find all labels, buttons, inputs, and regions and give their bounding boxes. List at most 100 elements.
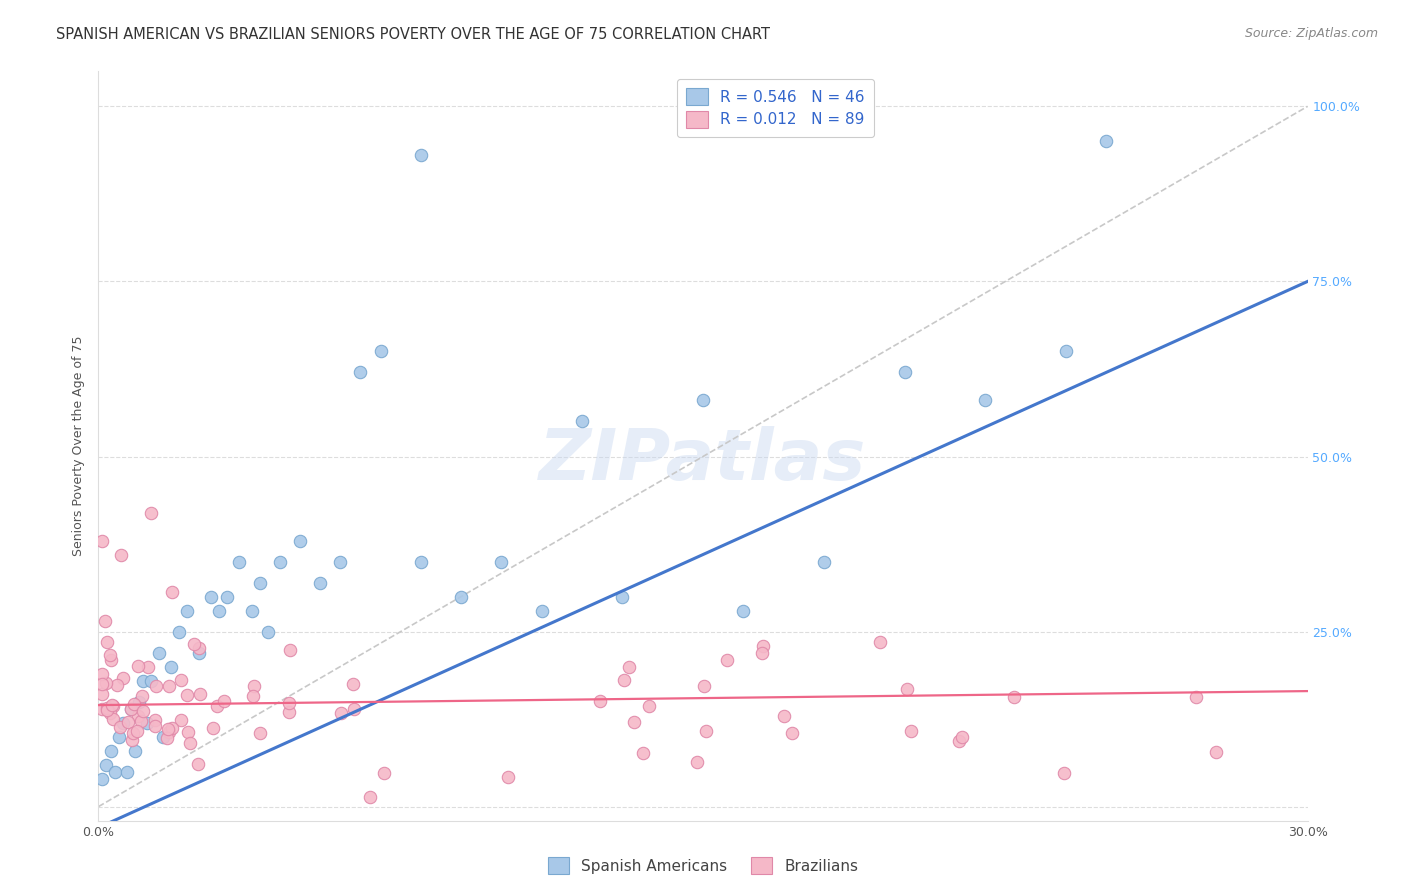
Point: [613, 673, 636, 687]
Point: [409, 555, 432, 569]
Point: [780, 726, 803, 740]
Point: [100, 743, 122, 757]
Point: [1185, 690, 1208, 705]
Point: [359, 789, 381, 804]
Point: [131, 704, 153, 718]
Point: [145, 679, 167, 693]
Point: [93, 614, 115, 628]
Point: [1205, 745, 1227, 759]
Point: [277, 696, 299, 710]
Point: [187, 757, 209, 772]
Point: [179, 736, 201, 750]
Point: [121, 733, 143, 747]
Point: [96, 635, 118, 649]
Point: [278, 642, 301, 657]
Point: [242, 689, 264, 703]
Point: [91, 667, 114, 681]
Point: [183, 637, 205, 651]
Point: [103, 712, 125, 726]
Point: [103, 764, 125, 779]
Point: [94, 675, 117, 690]
Point: [188, 687, 211, 701]
Point: [1002, 690, 1025, 704]
Text: Source: ZipAtlas.com: Source: ZipAtlas.com: [1244, 27, 1378, 40]
Point: [869, 635, 891, 649]
Point: [530, 603, 553, 617]
Point: [167, 624, 190, 639]
Point: [131, 690, 153, 704]
Point: [160, 659, 183, 673]
Point: [176, 603, 198, 617]
Point: [638, 698, 661, 713]
Y-axis label: Seniors Poverty Over the Age of 75: Seniors Poverty Over the Age of 75: [72, 335, 86, 557]
Point: [128, 695, 150, 709]
Point: [157, 679, 180, 693]
Point: [1054, 344, 1077, 359]
Point: [159, 725, 181, 739]
Point: [695, 724, 717, 739]
Point: [91, 772, 114, 786]
Point: [1052, 765, 1074, 780]
Point: [176, 688, 198, 702]
Legend: Spanish Americans, Brazilians: Spanish Americans, Brazilians: [541, 851, 865, 880]
Point: [256, 624, 278, 639]
Point: [111, 715, 134, 730]
Point: [177, 725, 200, 739]
Point: [91, 687, 114, 701]
Point: [950, 730, 973, 744]
Point: [685, 755, 707, 769]
Point: [617, 659, 640, 673]
Point: [212, 694, 235, 708]
Point: [813, 555, 835, 569]
Point: [170, 713, 193, 727]
Point: [974, 393, 997, 408]
Point: [96, 701, 118, 715]
Point: [188, 641, 211, 656]
Point: [91, 701, 114, 715]
Point: [373, 765, 395, 780]
Point: [751, 646, 773, 660]
Point: [349, 366, 371, 380]
Point: [571, 415, 593, 429]
Legend: R = 0.546   N = 46, R = 0.012   N = 89: R = 0.546 N = 46, R = 0.012 N = 89: [678, 79, 873, 136]
Point: [491, 555, 513, 569]
Point: [100, 653, 122, 667]
Point: [107, 730, 129, 744]
Point: [309, 575, 332, 590]
Point: [127, 659, 149, 673]
Text: ZIPatlas: ZIPatlas: [540, 426, 866, 495]
Point: [131, 714, 153, 728]
Point: [122, 697, 145, 711]
Point: [716, 653, 738, 667]
Point: [132, 673, 155, 688]
Point: [139, 673, 162, 688]
Point: [100, 698, 122, 713]
Point: [733, 603, 755, 617]
Point: [228, 555, 250, 569]
Point: [200, 590, 222, 604]
Point: [612, 590, 634, 604]
Point: [329, 555, 352, 569]
Point: [496, 770, 519, 784]
Point: [143, 713, 166, 727]
Point: [135, 715, 157, 730]
Point: [343, 701, 366, 715]
Point: [277, 705, 299, 719]
Text: SPANISH AMERICAN VS BRAZILIAN SENIORS POVERTY OVER THE AGE OF 75 CORRELATION CHA: SPANISH AMERICAN VS BRAZILIAN SENIORS PO…: [56, 27, 770, 42]
Point: [141, 506, 163, 520]
Point: [112, 671, 135, 685]
Point: [91, 676, 114, 690]
Point: [115, 764, 138, 779]
Point: [693, 679, 716, 693]
Point: [127, 723, 149, 738]
Point: [330, 706, 353, 720]
Point: [589, 694, 612, 708]
Point: [342, 677, 364, 691]
Point: [108, 720, 131, 734]
Point: [623, 714, 645, 729]
Point: [120, 701, 142, 715]
Point: [98, 706, 121, 720]
Point: [240, 603, 263, 617]
Point: [288, 533, 311, 548]
Point: [773, 709, 796, 723]
